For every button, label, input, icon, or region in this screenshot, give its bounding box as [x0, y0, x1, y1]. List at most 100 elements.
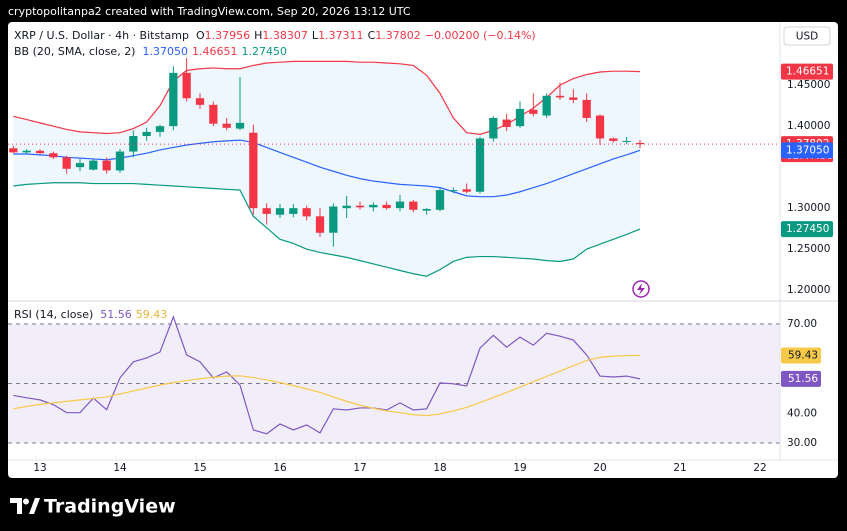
candle-body	[115, 151, 125, 171]
candle-body	[569, 97, 578, 100]
y-tick-label: 30.00	[787, 437, 817, 449]
ohlc-prefix: C	[368, 29, 376, 42]
x-tick-label: 22	[753, 462, 766, 474]
indicator-value: 1.46651	[192, 45, 238, 58]
icon-bolt	[637, 283, 645, 295]
candle-body	[515, 108, 525, 127]
price-label-box	[781, 63, 833, 80]
icon-ring	[632, 280, 650, 298]
candle-body	[62, 157, 71, 169]
x-tick-label: 18	[433, 462, 446, 474]
candle-body	[595, 115, 605, 139]
ohlc-prefix: O	[196, 29, 205, 42]
value-label-box	[781, 347, 821, 364]
candle-body	[22, 150, 31, 153]
candle-body	[409, 201, 418, 210]
chart-area	[8, 22, 838, 478]
value-label-box	[781, 370, 821, 387]
candle-body	[369, 204, 378, 208]
x-tick-label: 21	[673, 462, 686, 474]
candle-body	[35, 150, 45, 154]
y-tick-label: 1.30000	[787, 202, 830, 214]
band-line	[13, 60, 641, 135]
brand-logo	[10, 498, 40, 514]
candle-body	[529, 109, 538, 114]
price-label: 1.37050	[786, 144, 829, 156]
rsi-legend: RSI (14, close) 51.56 59.43	[14, 308, 167, 321]
indicator-value: 1.37050	[142, 45, 188, 58]
indicator-title: BB (20, SMA, close, 2)	[14, 45, 135, 58]
ohlc-value: 1.37956	[205, 29, 251, 42]
x-tick-label: 16	[273, 462, 287, 474]
rsi-line	[13, 354, 641, 417]
candle-body	[302, 208, 311, 217]
ohlc-value: 1.37311	[318, 29, 364, 42]
indicator-value: 59.43	[136, 308, 168, 321]
ohlc-prefix: H	[254, 29, 262, 42]
x-tick-label: 20	[593, 462, 606, 474]
candle-body	[89, 160, 98, 170]
candle-body	[142, 131, 151, 136]
x-tick-label: 15	[193, 462, 206, 474]
candle-body	[155, 126, 165, 132]
x-tick-label: 19	[513, 462, 526, 474]
indicator-title: RSI (14, close)	[14, 308, 93, 321]
brand-name: TradingView	[44, 496, 176, 518]
front-layer: 1.20000 1.25000 1.30000 1.40000 1.450001.466…	[33, 63, 833, 474]
band-line	[13, 182, 641, 277]
candle-body	[382, 204, 391, 209]
y-tick-label: 1.40000	[787, 120, 830, 132]
candle-body	[395, 201, 405, 209]
indicator-value: 1.27450	[241, 45, 287, 58]
alert-icon[interactable]	[632, 280, 650, 298]
candle-body	[169, 72, 178, 127]
logo-shape	[23, 498, 29, 505]
candle-body	[449, 190, 458, 192]
caption: cryptopolitanpa2 created with TradingVie…	[8, 5, 411, 18]
candle-body	[209, 104, 218, 124]
candle-body	[355, 205, 365, 208]
x-tick-label: 17	[353, 462, 366, 474]
y-tick-label: 70.00	[787, 318, 817, 330]
candle-body	[462, 189, 471, 192]
candle-body	[435, 190, 445, 210]
candle-body	[542, 95, 551, 116]
candle-body	[182, 72, 191, 99]
candle-body	[422, 208, 431, 211]
candle-body	[555, 95, 565, 98]
y-tick-label: 1.20000	[787, 284, 830, 296]
candle-body	[195, 98, 205, 105]
value-label: 51.56	[788, 373, 818, 385]
y-tick-label: 1.45000	[787, 79, 830, 91]
candle-body	[262, 208, 271, 214]
y-tick-label: 1.25000	[787, 243, 830, 255]
price-label-box	[781, 142, 833, 159]
candle-body	[489, 117, 498, 139]
value-label: 59.43	[788, 349, 818, 361]
candle-body	[635, 142, 645, 145]
ohlc-prefix: L	[312, 29, 319, 42]
symbol-title: XRP / U.S. Dollar · 4h · Bitstamp	[14, 29, 189, 42]
candle-body	[582, 99, 591, 118]
logo-shape	[10, 498, 22, 514]
candle-body	[289, 208, 298, 214]
price-legend: XRP / U.S. Dollar · 4h · Bitstamp O1.3795…	[14, 29, 536, 42]
candle-body	[102, 160, 111, 171]
price-label: 1.27450	[786, 223, 829, 235]
candle-body	[249, 132, 258, 209]
candle-body	[222, 123, 231, 128]
candle-body	[275, 208, 285, 215]
candle-body	[75, 163, 85, 168]
candle-body	[235, 122, 245, 129]
candle-body	[475, 138, 485, 192]
currency[interactable]: USD	[796, 31, 818, 43]
candle-body	[342, 205, 351, 209]
x-tick-label: 13	[33, 462, 46, 474]
currency-button[interactable]	[783, 26, 831, 46]
rsi-line	[13, 315, 641, 435]
ohlc-value: 1.38307	[262, 29, 308, 42]
ohlc-value: 1.37802	[375, 29, 421, 42]
candle-body	[329, 206, 338, 233]
